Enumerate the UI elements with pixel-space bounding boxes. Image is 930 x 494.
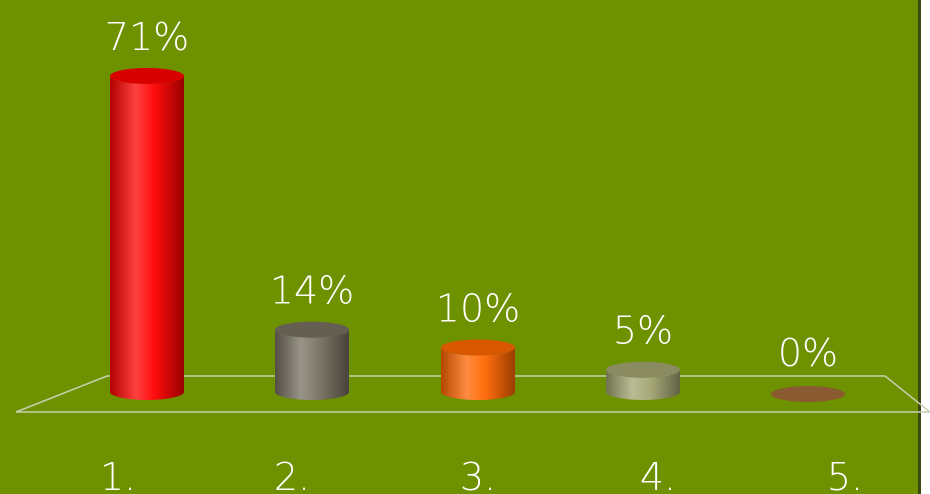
- bar: [771, 386, 845, 402]
- bar-top: [275, 321, 349, 338]
- x-tick-label: 1.: [100, 455, 136, 494]
- bar-top: [606, 361, 680, 378]
- x-tick-label: 5.: [827, 455, 863, 494]
- value-label: 5%: [613, 309, 673, 353]
- bar: [275, 329, 349, 400]
- value-label: 14%: [270, 269, 354, 313]
- x-tick-label: 4.: [640, 455, 676, 494]
- bar-top: [441, 339, 515, 356]
- bar: [110, 76, 184, 400]
- floor: [15, 375, 930, 413]
- right-edge: [918, 0, 921, 494]
- value-label: 0%: [778, 331, 838, 375]
- bar-top: [110, 68, 184, 84]
- x-tick-label: 2.: [274, 455, 310, 494]
- value-label: 10%: [436, 286, 520, 330]
- value-label: 71%: [105, 15, 189, 59]
- bar: [441, 347, 515, 400]
- x-tick-label: 3.: [460, 455, 496, 494]
- bar: [606, 369, 680, 400]
